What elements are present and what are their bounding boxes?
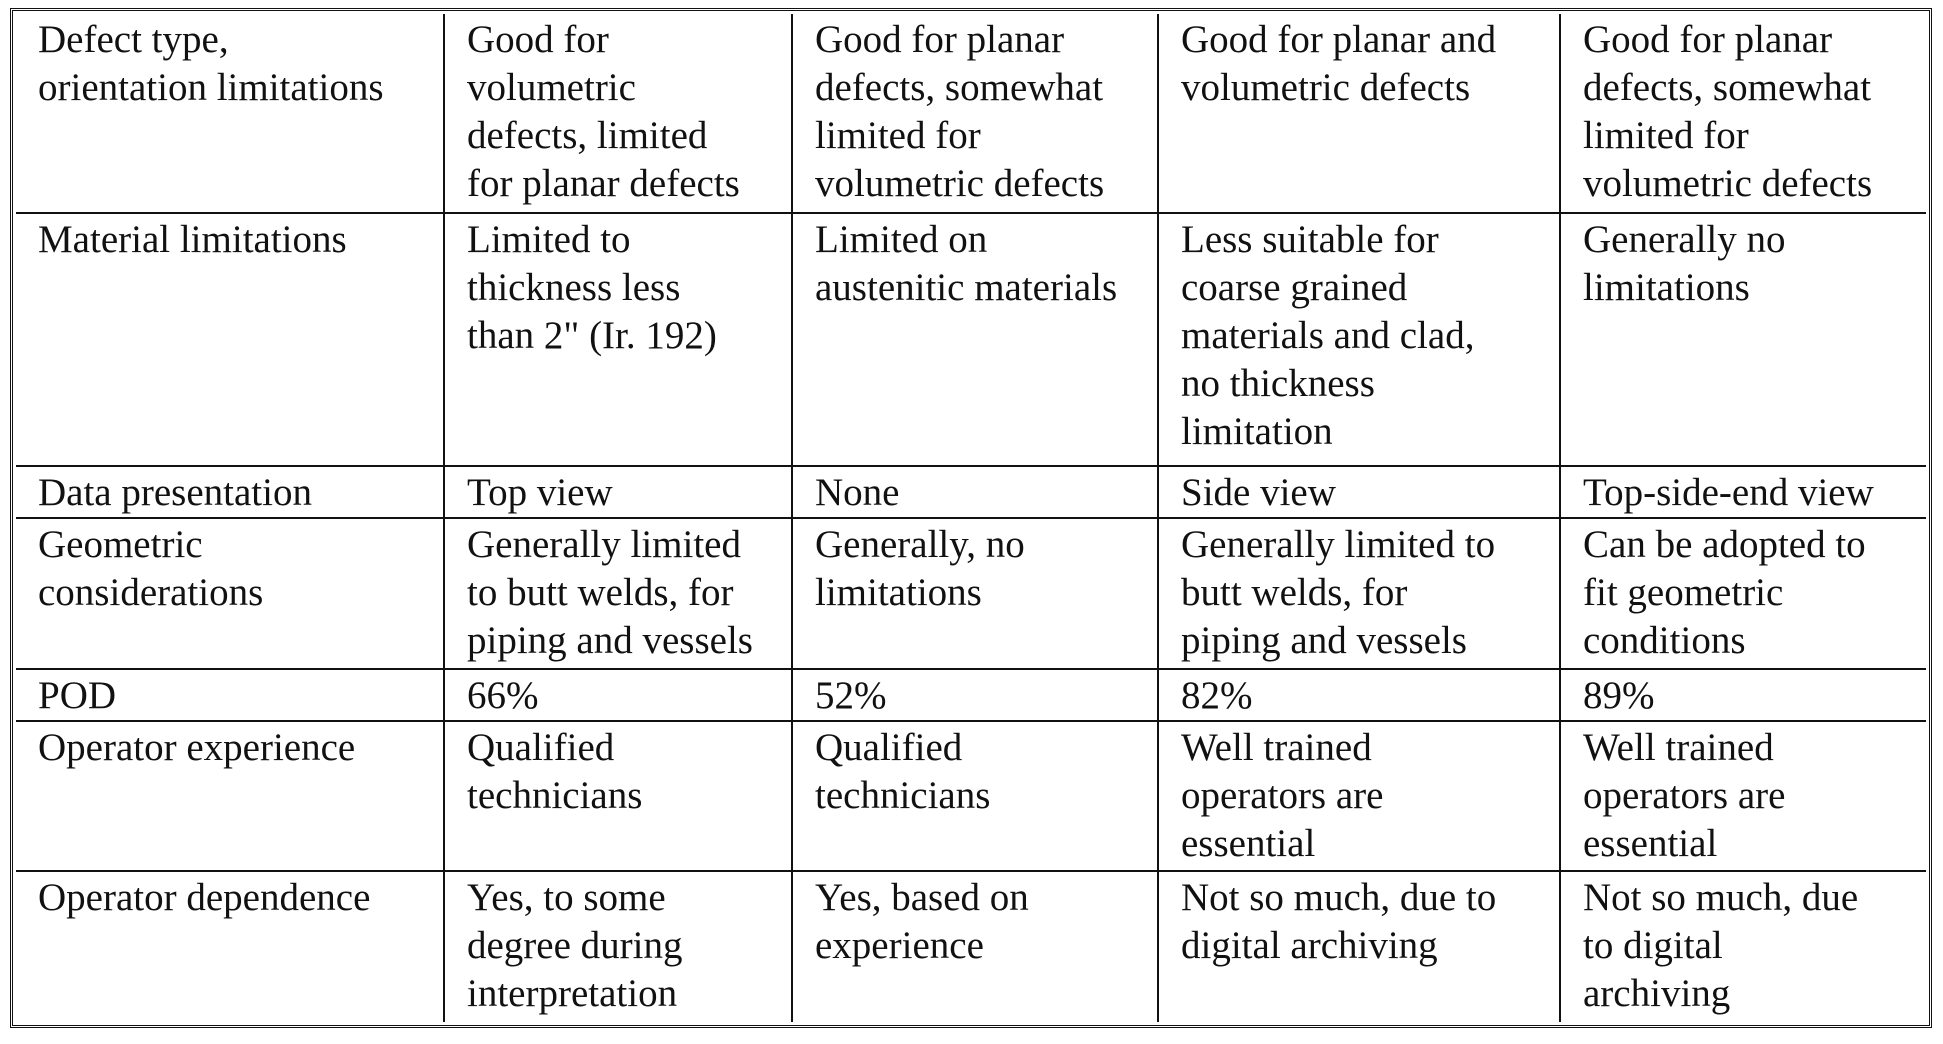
table-cell: Not so much, due to digital archiving [1560,871,1926,1022]
table-cell: Good for planar defects, somewhat limite… [792,14,1158,213]
table-cell: Good for volumetric defects, limited for… [444,14,792,213]
comparison-table: Defect type, orientation limitations Goo… [16,14,1926,1022]
table-cell: 52% [792,669,1158,721]
table-cell: Qualified technicians [792,721,1158,871]
row-label: Defect type, orientation limitations [16,14,444,213]
table-row-material-limitations: Material limitations Limited to thicknes… [16,213,1926,467]
table-cell: Yes, based on experience [792,871,1158,1022]
table-cell: Not so much, due to digital archiving [1158,871,1560,1022]
table-cell: 82% [1158,669,1560,721]
table-cell: Less suitable for coarse grained materia… [1158,213,1560,467]
table-cell: Generally limited to butt welds, for pip… [1158,518,1560,668]
row-label: Operator experience [16,721,444,871]
comparison-table-frame: Defect type, orientation limitations Goo… [10,8,1932,1028]
table-row-pod: POD 66% 52% 82% 89% [16,669,1926,721]
row-label: Geometric considerations [16,518,444,668]
table-cell: Top-side-end view [1560,466,1926,518]
row-label: Operator dependence [16,871,444,1022]
table-cell: Good for planar and volumetric defects [1158,14,1560,213]
table-cell: Generally no limitations [1560,213,1926,467]
table-cell: Qualified technicians [444,721,792,871]
table-row-operator-dependence: Operator dependence Yes, to some degree … [16,871,1926,1022]
table-row-data-presentation: Data presentation Top view None Side vie… [16,466,1926,518]
table-cell: Yes, to some degree during interpretatio… [444,871,792,1022]
table-cell: Limited on austenitic materials [792,213,1158,467]
table-cell: Side view [1158,466,1560,518]
table-row-geometric-considerations: Geometric considerations Generally limit… [16,518,1926,668]
row-label: Material limitations [16,213,444,467]
table-cell: 66% [444,669,792,721]
table-cell: Can be adopted to fit geometric conditio… [1560,518,1926,668]
table-cell: Top view [444,466,792,518]
table-cell: Well trained operators are essential [1560,721,1926,871]
table-row-defect-type: Defect type, orientation limitations Goo… [16,14,1926,213]
row-label: POD [16,669,444,721]
table-cell: Generally, no limitations [792,518,1158,668]
table-cell: 89% [1560,669,1926,721]
table-cell: None [792,466,1158,518]
table-row-operator-experience: Operator experience Qualified technician… [16,721,1926,871]
table-cell: Good for planar defects, somewhat limite… [1560,14,1926,213]
table-cell: Limited to thickness less than 2" (Ir. 1… [444,213,792,467]
table-cell: Well trained operators are essential [1158,721,1560,871]
table-cell: Generally limited to butt welds, for pip… [444,518,792,668]
row-label: Data presentation [16,466,444,518]
